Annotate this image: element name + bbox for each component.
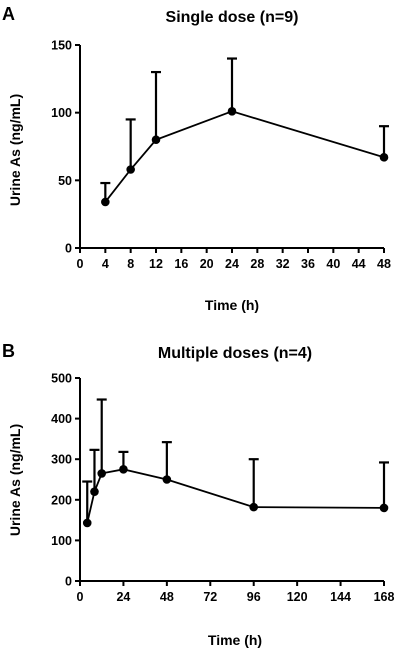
- x-tick-label-a: 4: [102, 257, 109, 271]
- series-line-a: [104, 110, 385, 203]
- y-tick-label-a: 50: [58, 174, 72, 188]
- x-tick-label-a: 40: [326, 257, 340, 271]
- y-tick-label-a: 100: [51, 106, 72, 120]
- x-tick-label-a: 0: [77, 257, 84, 271]
- x-tick-label-b: 0: [77, 590, 84, 604]
- series-line-b: [86, 468, 385, 524]
- data-point-a: [101, 197, 110, 207]
- chart-title-b: Multiple doses (n=4): [158, 345, 312, 362]
- data-point-b: [379, 503, 389, 513]
- x-tick-label-b: 168: [374, 590, 395, 604]
- x-tick-label-a: 12: [149, 257, 163, 271]
- x-axis-label-b: Time (h): [208, 632, 262, 648]
- data-point-b: [162, 475, 172, 484]
- x-tick-label-a: 28: [250, 257, 264, 271]
- data-point-b: [119, 465, 128, 474]
- x-tick-label-a: 44: [352, 257, 366, 271]
- data-point-b: [249, 502, 259, 512]
- data-point-b: [97, 469, 107, 478]
- data-point-a: [151, 135, 161, 145]
- x-axis-label-a: Time (h): [205, 297, 259, 313]
- x-tick-label-b: 24: [116, 590, 130, 604]
- data-point-b: [90, 487, 99, 496]
- y-tick-label-a: 0: [65, 242, 72, 256]
- data-point-a: [126, 165, 135, 174]
- x-tick-label-a: 20: [200, 257, 214, 271]
- x-tick-label-b: 96: [247, 590, 261, 604]
- x-tick-label-a: 24: [225, 257, 239, 271]
- chart-title-a: Single dose (n=9): [166, 9, 299, 26]
- panel-letter-b: B: [2, 341, 15, 361]
- x-tick-label-b: 120: [287, 590, 308, 604]
- panel-letter-a: A: [2, 4, 15, 24]
- y-tick-label-b: 100: [51, 534, 72, 548]
- y-axis-label-b: Urine As (ng/mL): [7, 424, 23, 536]
- data-point-a: [379, 153, 389, 162]
- x-tick-label-b: 144: [330, 590, 351, 604]
- x-tick-label-a: 48: [377, 257, 391, 271]
- x-tick-label-a: 32: [276, 257, 290, 271]
- x-tick-label-a: 36: [301, 257, 315, 271]
- y-tick-label-b: 200: [51, 493, 72, 507]
- y-tick-label-b: 300: [51, 453, 72, 467]
- y-tick-label-b: 500: [51, 372, 72, 386]
- y-tick-label-b: 400: [51, 412, 72, 426]
- data-point-b: [82, 518, 92, 528]
- x-tick-label-a: 16: [174, 257, 188, 271]
- x-tick-label-b: 48: [160, 590, 174, 604]
- y-tick-label-a: 150: [51, 39, 72, 53]
- panel-b-plot: 0 100 200 300 400 500 0 24 48 72 96 120 144 168: [51, 372, 394, 605]
- x-tick-label-a: 8: [127, 257, 134, 271]
- y-tick-label-b: 0: [65, 575, 72, 589]
- data-point-a: [227, 107, 237, 116]
- y-axis-label-a: Urine As (ng/mL): [7, 94, 23, 206]
- x-tick-label-b: 72: [203, 590, 217, 604]
